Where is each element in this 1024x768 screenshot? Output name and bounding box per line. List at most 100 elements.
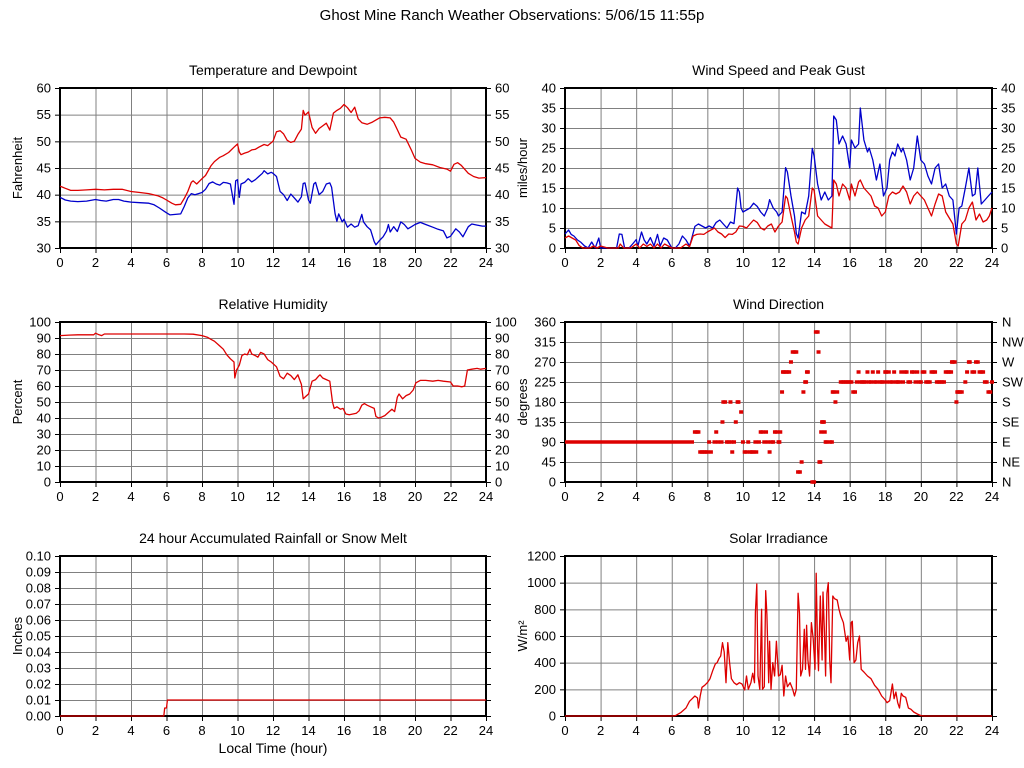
scatter-point (739, 410, 744, 414)
y-tick-label: 30 (37, 241, 51, 256)
scatter-point (984, 380, 989, 384)
x-tick-labels: 0 2 4 6 8 10 12 14 16 18 20 22 24 (561, 489, 999, 504)
y-tick-label: 0 (44, 475, 51, 490)
y-tick-label: 40 (37, 411, 51, 426)
scatter-point (707, 440, 712, 444)
y-tick-label: 35 (542, 101, 556, 116)
x-tick-label: 6 (163, 489, 170, 504)
scatter-point (922, 370, 927, 374)
y-tick-label: 0.06 (26, 613, 51, 628)
x-tick-label: 24 (985, 255, 999, 270)
scatter-point (719, 440, 724, 444)
compass-label: SW (1002, 375, 1024, 390)
x-tick-label: 20 (408, 723, 422, 738)
x-tick-label: 0 (56, 723, 63, 738)
x-tick-label: 4 (127, 255, 134, 270)
y-tick-label: 200 (534, 682, 556, 697)
x-tick-label: 6 (668, 489, 675, 504)
compass-label: NW (1002, 335, 1024, 350)
y-tick-label: 0.05 (26, 629, 51, 644)
scatter-point (908, 380, 913, 384)
x-tick-label: 4 (633, 489, 640, 504)
scatter-point (754, 450, 759, 454)
x-axis-label: Local Time (hour) (219, 740, 328, 756)
y-tick-label: 50 (37, 395, 51, 410)
scatter-point (720, 420, 725, 424)
scatter-point (954, 400, 959, 404)
x-tick-label: 22 (443, 723, 457, 738)
x-tick-label: 24 (479, 489, 493, 504)
y-tick-label: 0.01 (26, 693, 51, 708)
y-tick-label: 70 (37, 363, 51, 378)
scatter-point (777, 440, 782, 444)
y-tick-label: 400 (534, 655, 556, 670)
x-tick-label: 18 (372, 489, 386, 504)
scatter-point (824, 440, 829, 444)
scatter-point (753, 440, 758, 444)
chart-relative-humidity: 0102030405060708090100010203040506070809… (10, 296, 517, 504)
x-tick-label: 18 (878, 489, 892, 504)
scatter-point (853, 390, 858, 394)
scatter-point (863, 380, 868, 384)
scatter-point (815, 330, 820, 334)
scatter-point (804, 380, 809, 384)
x-tick-labels: 0 2 4 6 8 10 12 14 16 18 20 22 24 (561, 255, 999, 270)
scatter-point (881, 380, 886, 384)
x-tick-label: 4 (127, 723, 134, 738)
x-tick-label: 6 (163, 255, 170, 270)
x-tick-label: 2 (92, 255, 99, 270)
x-tick-label: 24 (985, 723, 999, 738)
scatter-point (760, 430, 765, 434)
scatter-point (829, 440, 834, 444)
y-tick-label: 0.03 (26, 661, 51, 676)
y-tick-label: 100 (495, 315, 517, 330)
y-tick-labels-left: 30 35 40 45 50 55 60 (37, 81, 51, 256)
y-tick-label: 90 (37, 331, 51, 346)
x-tick-label: 6 (163, 723, 170, 738)
scatter-point (949, 370, 954, 374)
scatter-point (732, 440, 737, 444)
x-tick-label: 18 (878, 723, 892, 738)
y-tick-label: 20 (542, 161, 556, 176)
x-tick-label: 12 (771, 489, 785, 504)
series-wind-speed (564, 179, 993, 249)
scatter-point (714, 430, 719, 434)
x-tick-label: 20 (408, 489, 422, 504)
x-tick-label: 14 (807, 489, 821, 504)
y-tick-label: 800 (534, 602, 556, 617)
x-tick-label: 10 (230, 255, 244, 270)
scatter-point (728, 400, 733, 404)
chart-title: Wind Speed and Peak Gust (692, 62, 865, 78)
scatter-point (899, 370, 904, 374)
scatter-point (730, 450, 735, 454)
chart-title: Solar Irradiance (729, 530, 828, 546)
y-tick-label: 0.09 (26, 565, 51, 580)
grid (565, 556, 992, 716)
y-tick-label: 90 (542, 435, 556, 450)
tick-marks (560, 556, 997, 721)
tick-marks (55, 556, 491, 721)
scatter-point (726, 440, 731, 444)
x-tick-label: 10 (736, 255, 750, 270)
scatter-point (904, 370, 909, 374)
chart-title: 24 hour Accumulated Rainfall or Snow Mel… (139, 530, 407, 546)
scatter-point (941, 380, 946, 384)
scatter-point (981, 370, 986, 374)
scatter-point (821, 420, 826, 424)
x-tick-label: 6 (668, 723, 675, 738)
scatter-point (746, 440, 751, 444)
y-tick-label: 30 (37, 427, 51, 442)
x-tick-label: 22 (443, 255, 457, 270)
x-tick-label: 10 (736, 489, 750, 504)
y-tick-labels-right: 30 35 40 45 50 55 60 (495, 81, 509, 256)
x-tick-label: 2 (597, 489, 604, 504)
y-tick-label: 0.02 (26, 677, 51, 692)
scatter-point (778, 430, 783, 434)
x-tick-label: 20 (914, 489, 928, 504)
scatter-point (822, 430, 827, 434)
x-tick-label: 2 (597, 723, 604, 738)
scatter-point (918, 380, 923, 384)
